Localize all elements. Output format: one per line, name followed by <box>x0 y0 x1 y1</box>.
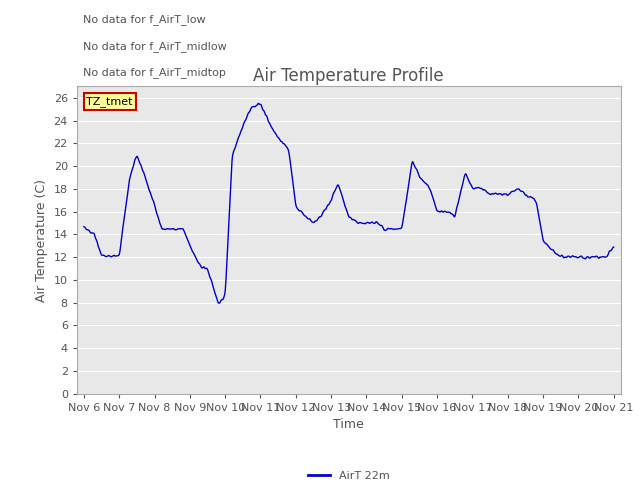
Legend: AirT 22m: AirT 22m <box>303 467 394 480</box>
X-axis label: Time: Time <box>333 418 364 431</box>
Y-axis label: Air Temperature (C): Air Temperature (C) <box>35 179 48 301</box>
Text: No data for f_AirT_low: No data for f_AirT_low <box>83 14 206 25</box>
Text: No data for f_AirT_midtop: No data for f_AirT_midtop <box>83 67 226 78</box>
Text: No data for f_AirT_midlow: No data for f_AirT_midlow <box>83 41 227 52</box>
Title: Air Temperature Profile: Air Temperature Profile <box>253 67 444 85</box>
Text: TZ_tmet: TZ_tmet <box>86 96 133 107</box>
